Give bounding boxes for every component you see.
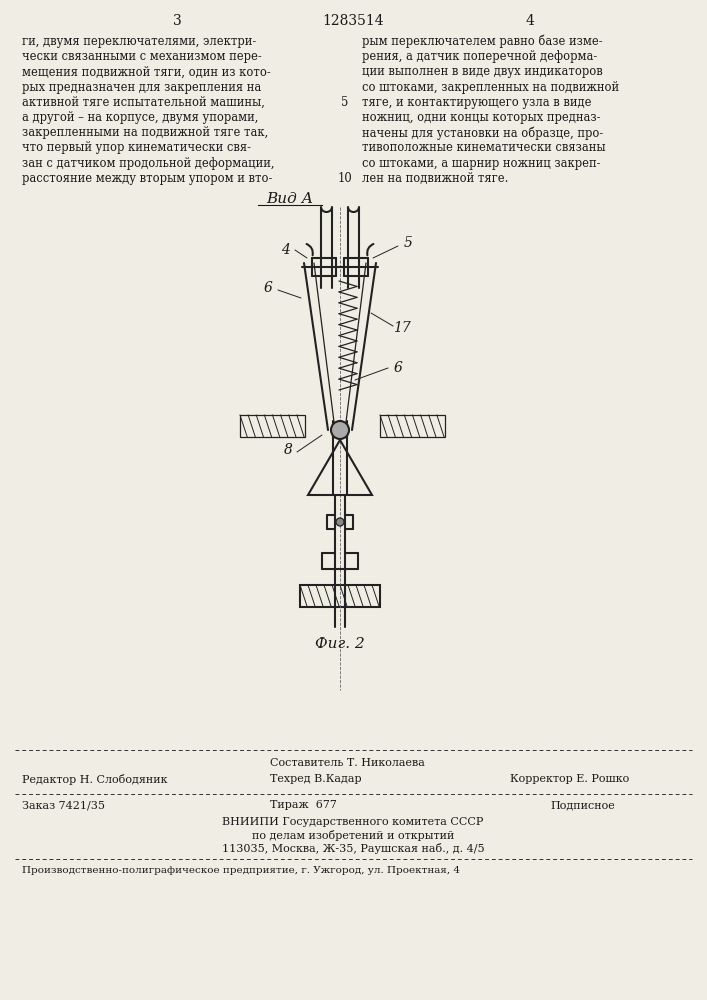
Text: а другой – на корпусе, двумя упорами,: а другой – на корпусе, двумя упорами,: [22, 111, 258, 124]
Text: Производственно-полиграфическое предприятие, г. Ужгород, ул. Проектная, 4: Производственно-полиграфическое предприя…: [22, 866, 460, 875]
Text: ги, двумя переключателями, электри-: ги, двумя переключателями, электри-: [22, 35, 256, 48]
Text: 6: 6: [264, 281, 272, 295]
Text: активной тяге испытательной машины,: активной тяге испытательной машины,: [22, 96, 265, 109]
Text: ции выполнен в виде двух индикаторов: ции выполнен в виде двух индикаторов: [362, 65, 603, 78]
Text: тивоположные кинематически связаны: тивоположные кинематически связаны: [362, 141, 606, 154]
Text: 3: 3: [173, 14, 182, 28]
Text: рым переключателем равно базе изме-: рым переключателем равно базе изме-: [362, 35, 602, 48]
Text: Вид А: Вид А: [267, 192, 314, 206]
Text: лен на подвижной тяге.: лен на подвижной тяге.: [362, 172, 508, 185]
Text: 8: 8: [284, 443, 293, 457]
Text: ножниц, одни концы которых предназ-: ножниц, одни концы которых предназ-: [362, 111, 600, 124]
Text: мещения подвижной тяги, один из кото-: мещения подвижной тяги, один из кото-: [22, 65, 271, 78]
Text: по делам изобретений и открытий: по делам изобретений и открытий: [252, 830, 454, 841]
Text: Техред В.Кадар: Техред В.Кадар: [270, 774, 361, 784]
Text: 1283514: 1283514: [322, 14, 384, 28]
Text: расстояние между вторым упором и вто-: расстояние между вторым упором и вто-: [22, 172, 272, 185]
Text: Тираж  677: Тираж 677: [270, 800, 337, 810]
Text: чески связанными с механизмом пере-: чески связанными с механизмом пере-: [22, 50, 262, 63]
Bar: [380, 415, 445, 437]
Text: Заказ 7421/35: Заказ 7421/35: [22, 800, 105, 810]
Text: закрепленными на подвижной тяге так,: закрепленными на подвижной тяге так,: [22, 126, 268, 139]
Text: начены для установки на образце, про-: начены для установки на образце, про-: [362, 126, 603, 140]
Text: Подписное: Подписное: [550, 800, 615, 810]
Bar: [300, 585, 380, 607]
Text: Фиг. 2: Фиг. 2: [315, 637, 365, 651]
Text: со штоками, закрепленных на подвижной: со штоками, закрепленных на подвижной: [362, 81, 619, 94]
Text: ВНИИПИ Государственного комитета СССР: ВНИИПИ Государственного комитета СССР: [222, 817, 484, 827]
Text: Составитель Т. Николаева: Составитель Т. Николаева: [270, 758, 425, 768]
Text: тяге, и контактирующего узла в виде: тяге, и контактирующего узла в виде: [362, 96, 592, 109]
Text: Корректор Е. Рошко: Корректор Е. Рошко: [510, 774, 629, 784]
Circle shape: [336, 518, 344, 526]
Text: 113035, Москва, Ж-35, Раушская наб., д. 4/5: 113035, Москва, Ж-35, Раушская наб., д. …: [222, 843, 484, 854]
Text: рых предназначен для закрепления на: рых предназначен для закрепления на: [22, 81, 262, 94]
Text: 10: 10: [338, 172, 352, 185]
Circle shape: [331, 421, 349, 439]
Text: со штоками, а шарнир ножниц закреп-: со штоками, а шарнир ножниц закреп-: [362, 157, 600, 170]
Text: что первый упор кинематически свя-: что первый упор кинематически свя-: [22, 141, 251, 154]
Text: рения, а датчик поперечной деформа-: рения, а датчик поперечной деформа-: [362, 50, 597, 63]
Text: 6: 6: [394, 361, 402, 375]
Text: зан с датчиком продольной деформации,: зан с датчиком продольной деформации,: [22, 157, 274, 170]
Text: 4: 4: [281, 243, 289, 257]
Text: 5: 5: [341, 96, 349, 109]
Text: 5: 5: [404, 236, 412, 250]
Text: 4: 4: [525, 14, 534, 28]
Text: 17: 17: [393, 321, 411, 335]
Text: Редактор Н. Слободяник: Редактор Н. Слободяник: [22, 774, 168, 785]
Bar: [240, 415, 305, 437]
